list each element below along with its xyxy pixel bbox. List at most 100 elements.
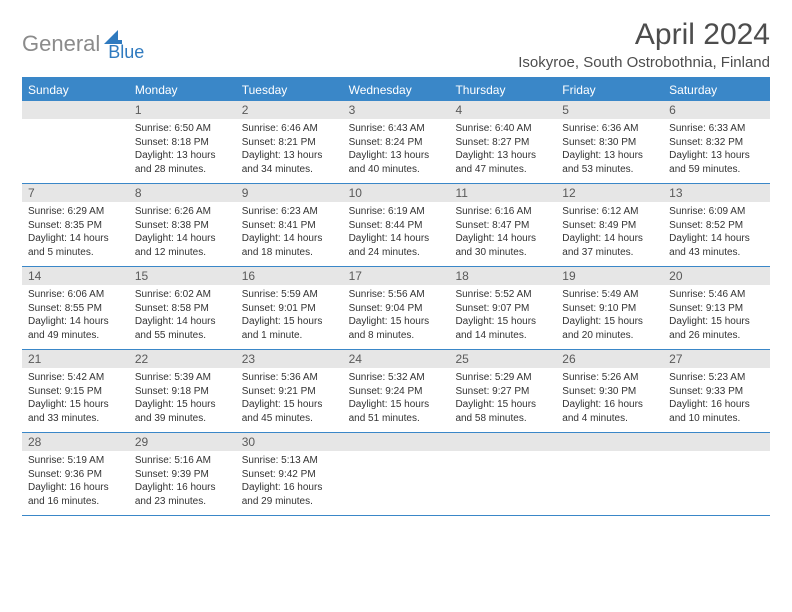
day-content: Sunrise: 5:56 AMSunset: 9:04 PMDaylight:… bbox=[343, 285, 450, 347]
day-content: Sunrise: 6:09 AMSunset: 8:52 PMDaylight:… bbox=[663, 202, 770, 264]
sunset-text: Sunset: 8:58 PM bbox=[135, 302, 230, 316]
day-number: 7 bbox=[22, 184, 129, 202]
weekday-row: SundayMondayTuesdayWednesdayThursdayFrid… bbox=[22, 79, 770, 101]
daylight-text-1: Daylight: 16 hours bbox=[669, 398, 764, 412]
daylight-text-1: Daylight: 13 hours bbox=[349, 149, 444, 163]
daylight-text-2: and 45 minutes. bbox=[242, 412, 337, 426]
daylight-text-2: and 26 minutes. bbox=[669, 329, 764, 343]
day-cell: 23Sunrise: 5:36 AMSunset: 9:21 PMDayligh… bbox=[236, 350, 343, 432]
daylight-text-1: Daylight: 14 hours bbox=[455, 232, 550, 246]
sunset-text: Sunset: 8:38 PM bbox=[135, 219, 230, 233]
day-number: 13 bbox=[663, 184, 770, 202]
empty-day bbox=[343, 433, 450, 451]
sunrise-text: Sunrise: 6:46 AM bbox=[242, 122, 337, 136]
day-cell: 10Sunrise: 6:19 AMSunset: 8:44 PMDayligh… bbox=[343, 184, 450, 266]
week-row: 7Sunrise: 6:29 AMSunset: 8:35 PMDaylight… bbox=[22, 184, 770, 267]
sunset-text: Sunset: 9:42 PM bbox=[242, 468, 337, 482]
day-cell bbox=[663, 433, 770, 515]
sunset-text: Sunset: 8:32 PM bbox=[669, 136, 764, 150]
daylight-text-2: and 29 minutes. bbox=[242, 495, 337, 509]
daylight-text-1: Daylight: 14 hours bbox=[669, 232, 764, 246]
sunset-text: Sunset: 8:24 PM bbox=[349, 136, 444, 150]
sunset-text: Sunset: 9:24 PM bbox=[349, 385, 444, 399]
daylight-text-1: Daylight: 14 hours bbox=[28, 315, 123, 329]
sunset-text: Sunset: 9:30 PM bbox=[562, 385, 657, 399]
day-cell: 8Sunrise: 6:26 AMSunset: 8:38 PMDaylight… bbox=[129, 184, 236, 266]
sunrise-text: Sunrise: 5:59 AM bbox=[242, 288, 337, 302]
week-row: 1Sunrise: 6:50 AMSunset: 8:18 PMDaylight… bbox=[22, 101, 770, 184]
day-number: 18 bbox=[449, 267, 556, 285]
daylight-text-2: and 40 minutes. bbox=[349, 163, 444, 177]
day-number: 20 bbox=[663, 267, 770, 285]
sunset-text: Sunset: 9:07 PM bbox=[455, 302, 550, 316]
sunset-text: Sunset: 8:41 PM bbox=[242, 219, 337, 233]
day-cell: 13Sunrise: 6:09 AMSunset: 8:52 PMDayligh… bbox=[663, 184, 770, 266]
logo-part1: General bbox=[22, 31, 100, 57]
day-number: 30 bbox=[236, 433, 343, 451]
day-content: Sunrise: 5:36 AMSunset: 9:21 PMDaylight:… bbox=[236, 368, 343, 430]
daylight-text-1: Daylight: 15 hours bbox=[28, 398, 123, 412]
sunrise-text: Sunrise: 6:26 AM bbox=[135, 205, 230, 219]
daylight-text-2: and 20 minutes. bbox=[562, 329, 657, 343]
day-content: Sunrise: 6:12 AMSunset: 8:49 PMDaylight:… bbox=[556, 202, 663, 264]
day-number: 8 bbox=[129, 184, 236, 202]
day-cell: 25Sunrise: 5:29 AMSunset: 9:27 PMDayligh… bbox=[449, 350, 556, 432]
sunrise-text: Sunrise: 5:19 AM bbox=[28, 454, 123, 468]
sunset-text: Sunset: 8:27 PM bbox=[455, 136, 550, 150]
daylight-text-1: Daylight: 15 hours bbox=[455, 398, 550, 412]
day-cell bbox=[22, 101, 129, 183]
daylight-text-2: and 18 minutes. bbox=[242, 246, 337, 260]
sunrise-text: Sunrise: 5:56 AM bbox=[349, 288, 444, 302]
daylight-text-1: Daylight: 14 hours bbox=[28, 232, 123, 246]
daylight-text-1: Daylight: 16 hours bbox=[562, 398, 657, 412]
sunset-text: Sunset: 8:30 PM bbox=[562, 136, 657, 150]
daylight-text-1: Daylight: 14 hours bbox=[562, 232, 657, 246]
sunset-text: Sunset: 9:15 PM bbox=[28, 385, 123, 399]
daylight-text-1: Daylight: 16 hours bbox=[28, 481, 123, 495]
day-cell: 7Sunrise: 6:29 AMSunset: 8:35 PMDaylight… bbox=[22, 184, 129, 266]
sunrise-text: Sunrise: 5:26 AM bbox=[562, 371, 657, 385]
day-content: Sunrise: 6:40 AMSunset: 8:27 PMDaylight:… bbox=[449, 119, 556, 181]
sunset-text: Sunset: 8:49 PM bbox=[562, 219, 657, 233]
daylight-text-2: and 49 minutes. bbox=[28, 329, 123, 343]
day-number: 19 bbox=[556, 267, 663, 285]
sunrise-text: Sunrise: 6:50 AM bbox=[135, 122, 230, 136]
daylight-text-1: Daylight: 13 hours bbox=[135, 149, 230, 163]
weekday-label: Sunday bbox=[22, 79, 129, 101]
sunrise-text: Sunrise: 5:42 AM bbox=[28, 371, 123, 385]
day-content: Sunrise: 6:29 AMSunset: 8:35 PMDaylight:… bbox=[22, 202, 129, 264]
location: Isokyroe, South Ostrobothnia, Finland bbox=[518, 54, 770, 71]
sunrise-text: Sunrise: 5:49 AM bbox=[562, 288, 657, 302]
daylight-text-1: Daylight: 15 hours bbox=[242, 398, 337, 412]
sunset-text: Sunset: 8:21 PM bbox=[242, 136, 337, 150]
day-content: Sunrise: 5:16 AMSunset: 9:39 PMDaylight:… bbox=[129, 451, 236, 513]
day-cell: 20Sunrise: 5:46 AMSunset: 9:13 PMDayligh… bbox=[663, 267, 770, 349]
daylight-text-2: and 33 minutes. bbox=[28, 412, 123, 426]
daylight-text-1: Daylight: 15 hours bbox=[669, 315, 764, 329]
sunset-text: Sunset: 8:47 PM bbox=[455, 219, 550, 233]
sunrise-text: Sunrise: 6:40 AM bbox=[455, 122, 550, 136]
weekday-label: Saturday bbox=[663, 79, 770, 101]
sunrise-text: Sunrise: 5:16 AM bbox=[135, 454, 230, 468]
day-cell bbox=[343, 433, 450, 515]
day-number: 26 bbox=[556, 350, 663, 368]
daylight-text-1: Daylight: 15 hours bbox=[455, 315, 550, 329]
day-number: 28 bbox=[22, 433, 129, 451]
day-number: 10 bbox=[343, 184, 450, 202]
day-number: 1 bbox=[129, 101, 236, 119]
daylight-text-1: Daylight: 14 hours bbox=[135, 315, 230, 329]
daylight-text-1: Daylight: 15 hours bbox=[562, 315, 657, 329]
daylight-text-2: and 24 minutes. bbox=[349, 246, 444, 260]
day-cell: 2Sunrise: 6:46 AMSunset: 8:21 PMDaylight… bbox=[236, 101, 343, 183]
sunrise-text: Sunrise: 6:02 AM bbox=[135, 288, 230, 302]
day-cell: 18Sunrise: 5:52 AMSunset: 9:07 PMDayligh… bbox=[449, 267, 556, 349]
empty-day bbox=[556, 433, 663, 451]
daylight-text-2: and 14 minutes. bbox=[455, 329, 550, 343]
day-content: Sunrise: 5:49 AMSunset: 9:10 PMDaylight:… bbox=[556, 285, 663, 347]
sunset-text: Sunset: 8:18 PM bbox=[135, 136, 230, 150]
daylight-text-1: Daylight: 13 hours bbox=[562, 149, 657, 163]
daylight-text-2: and 37 minutes. bbox=[562, 246, 657, 260]
sunrise-text: Sunrise: 6:29 AM bbox=[28, 205, 123, 219]
week-row: 14Sunrise: 6:06 AMSunset: 8:55 PMDayligh… bbox=[22, 267, 770, 350]
day-number: 16 bbox=[236, 267, 343, 285]
